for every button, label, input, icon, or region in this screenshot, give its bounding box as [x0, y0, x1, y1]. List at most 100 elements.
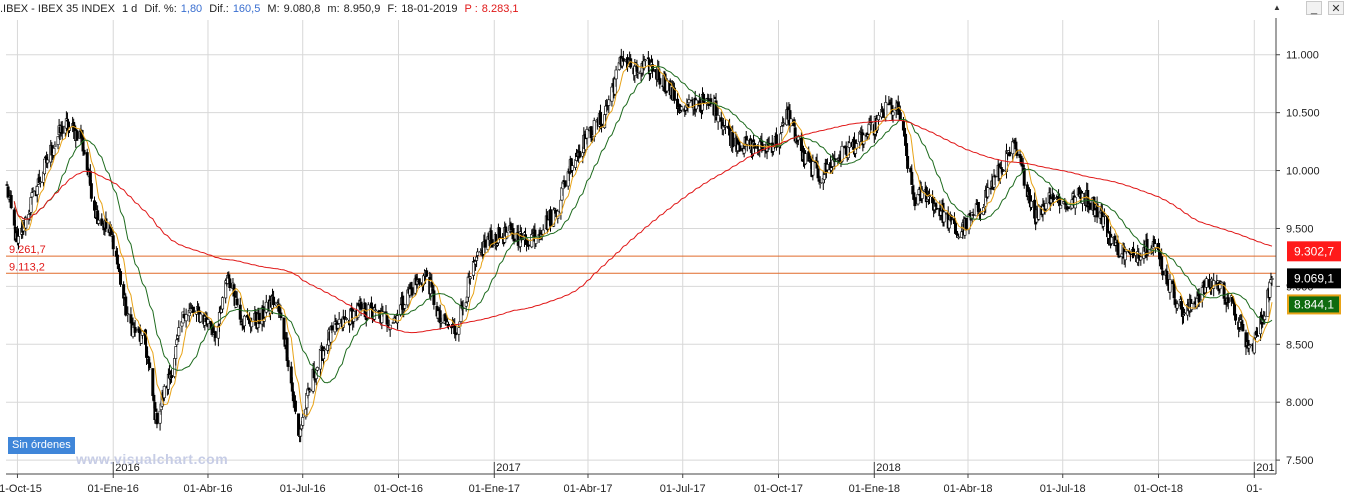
y-tick-label: 9.500 [1286, 223, 1314, 235]
candle-body [598, 111, 602, 125]
candle-body [840, 145, 844, 162]
candle-body [227, 274, 231, 279]
year-marker-label: 2017 [496, 462, 520, 474]
candle-body [1219, 281, 1223, 284]
candle-body [1222, 282, 1226, 299]
candle-body [432, 290, 436, 305]
candle-body [476, 251, 480, 256]
candle-body [1255, 335, 1259, 337]
candle-body [152, 394, 156, 402]
candle-body [497, 227, 501, 239]
candle-body [621, 58, 625, 62]
max-value: 9.080,8 [283, 3, 321, 15]
candle-body [884, 102, 888, 118]
candle-body [151, 368, 155, 396]
candle-body [876, 115, 880, 121]
candle-body [964, 217, 968, 231]
candle-body [585, 129, 589, 139]
p-label: P : [464, 3, 478, 15]
p-value: 8.283,1 [481, 3, 519, 15]
x-tick-label: 01-Oct-15 [0, 483, 42, 495]
candle-body [293, 400, 297, 412]
date-value: 18-01-2019 [401, 3, 458, 15]
candle-body [527, 244, 531, 247]
reference-line-label: 9.261,7 [9, 244, 46, 256]
candle-body [454, 332, 458, 336]
axis-value-box-ma_slow [1287, 241, 1341, 262]
candle-body [290, 382, 294, 392]
minimize-button[interactable]: _ [1306, 1, 1322, 15]
x-tick-label: 01-Abr-16 [184, 483, 233, 495]
scroll-up-icon[interactable]: ▲ [1273, 3, 1281, 12]
candle-body [264, 301, 268, 313]
candle-body [646, 57, 650, 60]
candle-body [1175, 303, 1179, 309]
candle-body [920, 190, 924, 199]
candle-body [483, 239, 487, 248]
candle-body [1204, 278, 1208, 288]
moving-average-line-ma_slow [13, 119, 1273, 334]
chart-header: .IBEX - IBEX 35 INDEX 1 d Dif. %: 1,80 Di… [0, 0, 1280, 18]
candle-body [323, 348, 327, 351]
candle-body [524, 234, 528, 238]
candle-body [780, 126, 784, 133]
candle-body [1000, 169, 1004, 172]
candle-body [235, 298, 239, 305]
year-marker-label: 201 [1256, 462, 1274, 474]
candle-body [38, 181, 42, 184]
candle-body [24, 217, 28, 229]
candle-body [9, 195, 13, 209]
candle-body [242, 315, 246, 327]
candle-body [1139, 256, 1143, 261]
candle-body [104, 218, 108, 229]
candle-body [723, 125, 727, 128]
candle-body [1172, 283, 1176, 299]
axis-value-box-last [1287, 268, 1341, 289]
candle-body [56, 136, 60, 145]
candle-body [395, 315, 399, 324]
x-tick-label: 01-Abr-18 [944, 483, 993, 495]
candle-body [213, 331, 217, 338]
y-tick-label: 8.500 [1286, 339, 1314, 351]
close-button[interactable]: ✕ [1328, 1, 1344, 15]
x-tick-label: 01-Jul-17 [660, 483, 706, 495]
candle-body [774, 134, 778, 148]
candle-body [742, 148, 746, 154]
candle-body [867, 123, 871, 135]
candle-body [489, 230, 493, 240]
min-label: m: [327, 3, 340, 15]
dif-value: 160,5 [232, 3, 261, 15]
moving-averages [13, 61, 1273, 417]
candle-body [505, 232, 509, 239]
candle-body [1161, 270, 1165, 276]
candle-body [665, 80, 669, 92]
x-tick-label: 01-Oct-17 [754, 483, 803, 495]
candle-body [457, 327, 461, 335]
orders-status-badge[interactable]: Sin órdenes [8, 437, 75, 454]
candle-body [636, 72, 640, 75]
candle-body [818, 182, 822, 184]
candle-body [443, 314, 447, 322]
candle-body [468, 276, 472, 279]
candle-body [352, 310, 356, 322]
candle-body [1051, 194, 1055, 201]
candle-body [658, 78, 662, 85]
candle-body [133, 327, 137, 333]
candle-body [399, 304, 403, 316]
x-tick-label: 01-Oct-16 [374, 483, 423, 495]
candle-body [549, 209, 553, 226]
candle-body [374, 309, 378, 312]
candle-body [301, 417, 305, 426]
candle-body [308, 389, 312, 392]
candle-body [862, 134, 866, 145]
candle-body [811, 161, 815, 176]
candle-body [1183, 312, 1187, 315]
candle-body [402, 310, 406, 312]
candle-body [148, 362, 152, 368]
candle-body [446, 323, 450, 326]
dif-label: Dif.: [209, 3, 229, 15]
candle-body [430, 281, 434, 288]
candle-body [177, 327, 181, 336]
candle-body [738, 145, 742, 151]
